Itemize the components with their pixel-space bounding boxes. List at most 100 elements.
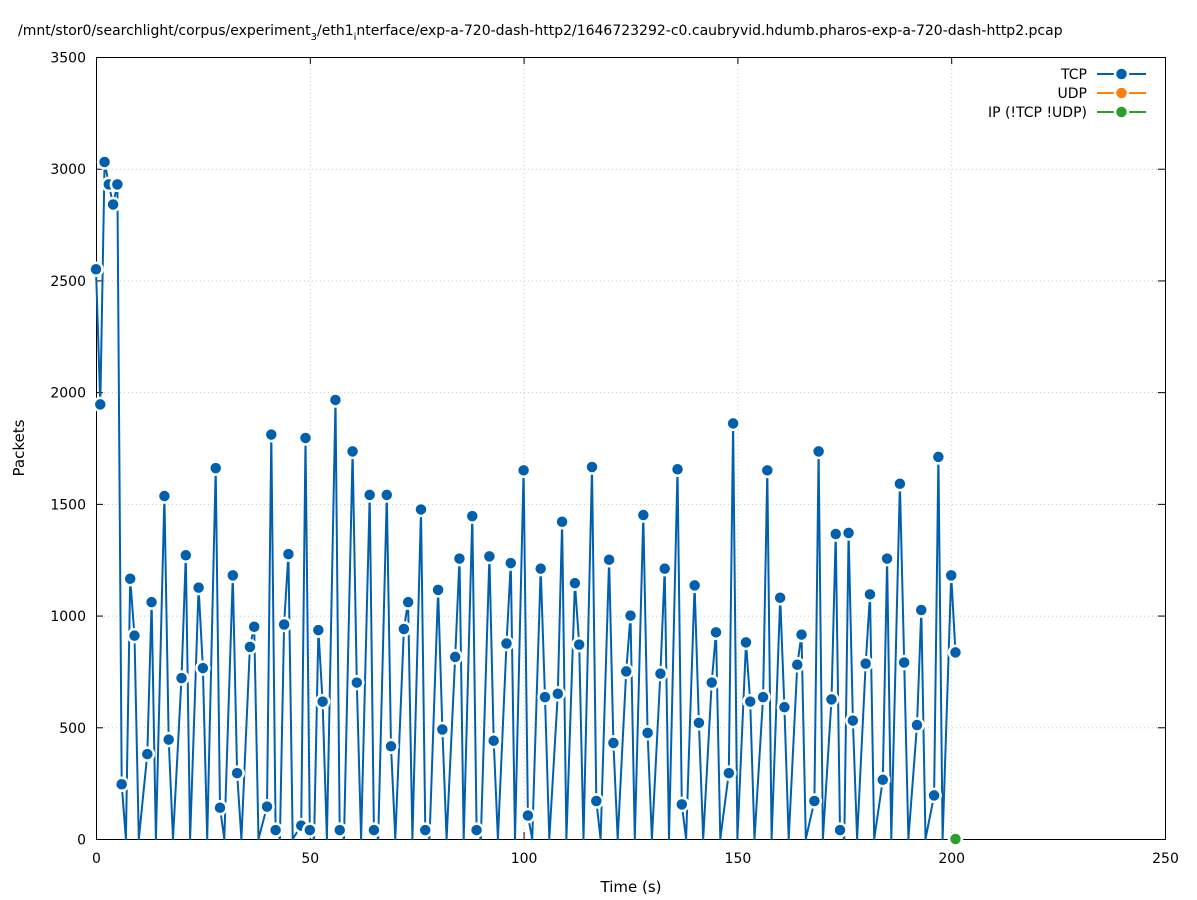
data-point-0 <box>88 261 104 278</box>
data-point-0 <box>92 396 109 413</box>
legend-swatch-marker-2 <box>1113 104 1130 120</box>
data-point-0 <box>947 644 964 661</box>
series-markers <box>88 154 964 847</box>
data-point-0 <box>349 674 365 691</box>
data-point-0 <box>605 735 622 751</box>
data-point-0 <box>669 461 686 477</box>
title-part-a: /mnt/stor0/searchlight/corpus/experiment <box>18 23 311 39</box>
title-part-c: nterface/exp-a-720-dash-http2/1646723292… <box>356 23 1062 39</box>
data-point-0 <box>160 731 177 748</box>
data-point-0 <box>96 154 113 170</box>
legend-label-0: TCP <box>1060 67 1087 83</box>
data-point-0 <box>857 655 874 672</box>
y-axis-label: Packets <box>10 419 28 476</box>
data-point-0 <box>827 526 844 542</box>
data-point-0 <box>417 822 434 838</box>
data-point-0 <box>793 626 810 643</box>
data-point-0 <box>331 822 348 838</box>
x-tick-label: 150 <box>725 851 752 867</box>
y-tick-label: 500 <box>59 721 86 737</box>
x-tick-label: 100 <box>511 851 538 867</box>
data-point-0 <box>639 725 656 741</box>
title-sub-2: i <box>354 32 357 43</box>
data-point-0 <box>601 551 617 568</box>
data-point-0 <box>109 176 126 193</box>
data-point-0 <box>310 622 327 638</box>
data-point-0 <box>554 513 570 530</box>
data-point-0 <box>772 589 788 606</box>
data-point-0 <box>344 443 361 460</box>
data-point-0 <box>588 793 605 809</box>
data-point-0 <box>584 459 600 475</box>
data-point-0 <box>759 462 776 479</box>
y-tick-label: 3000 <box>50 162 86 178</box>
data-point-0 <box>738 634 754 651</box>
title-part-b: /eth1 <box>317 23 354 39</box>
data-point-0 <box>823 691 840 708</box>
data-point-0 <box>468 822 485 838</box>
x-axis-label: Time (s) <box>600 878 662 896</box>
data-point-0 <box>143 594 160 610</box>
data-point-0 <box>481 548 498 565</box>
chart-title: /mnt/stor0/searchlight/corpus/experiment… <box>18 23 1063 43</box>
data-point-0 <box>190 579 207 596</box>
data-point-0 <box>930 449 947 465</box>
x-tick-label: 0 <box>92 851 101 867</box>
data-point-0 <box>156 488 173 504</box>
data-point-0 <box>314 693 331 710</box>
data-point-0 <box>721 765 737 781</box>
y-tick-label: 2500 <box>50 274 86 290</box>
data-point-0 <box>173 670 190 686</box>
data-point-0 <box>943 567 959 584</box>
title-sub-1: 3 <box>311 32 317 43</box>
data-point-0 <box>451 550 468 567</box>
data-point-0 <box>515 462 532 479</box>
data-point-0 <box>571 636 587 653</box>
y-tick-label: 0 <box>77 833 86 849</box>
data-point-0 <box>806 793 823 809</box>
data-point-0 <box>618 663 634 680</box>
data-point-0 <box>635 507 652 523</box>
data-point-0 <box>622 607 639 624</box>
data-point-0 <box>113 776 130 793</box>
data-point-0 <box>776 699 793 715</box>
data-point-0 <box>195 660 211 676</box>
data-point-0 <box>447 649 463 665</box>
data-point-0 <box>396 621 412 637</box>
data-point-0 <box>652 665 669 682</box>
legend-label-2: IP (!TCP !UDP) <box>988 105 1087 121</box>
legend: TCP UDP IP (!TCP !UDP) <box>988 66 1146 121</box>
y-tick-label: 3500 <box>50 51 86 67</box>
data-point-0 <box>532 560 549 577</box>
data-point-0 <box>926 787 942 804</box>
data-point-0 <box>845 712 861 729</box>
data-point-0 <box>259 798 275 815</box>
data-point-0 <box>361 487 378 503</box>
x-tick-label: 200 <box>938 851 965 867</box>
data-point-0 <box>122 570 138 587</box>
series-line-0 <box>95 161 957 840</box>
data-point-0 <box>656 560 673 577</box>
data-point-0 <box>703 674 720 691</box>
y-tick-label: 1000 <box>50 609 86 625</box>
data-point-0 <box>302 822 318 838</box>
data-point-0 <box>464 508 481 524</box>
data-point-0 <box>879 550 895 567</box>
data-point-0 <box>379 487 395 503</box>
data-point-0 <box>485 732 502 749</box>
data-point-2 <box>947 831 964 847</box>
data-point-0 <box>366 822 382 838</box>
data-point-0 <box>498 635 515 652</box>
x-tick-label: 50 <box>301 851 319 867</box>
data-point-0 <box>892 475 908 492</box>
legend-swatch-marker-0 <box>1113 66 1130 82</box>
data-point-0 <box>686 577 703 594</box>
data-point-0 <box>430 582 446 598</box>
data-point-0 <box>810 443 827 460</box>
data-point-0 <box>832 822 848 838</box>
data-point-0 <box>413 501 429 518</box>
data-point-0 <box>434 721 451 738</box>
legend-label-1: UDP <box>1058 86 1087 102</box>
data-point-0 <box>674 796 690 813</box>
data-point-0 <box>139 746 156 762</box>
